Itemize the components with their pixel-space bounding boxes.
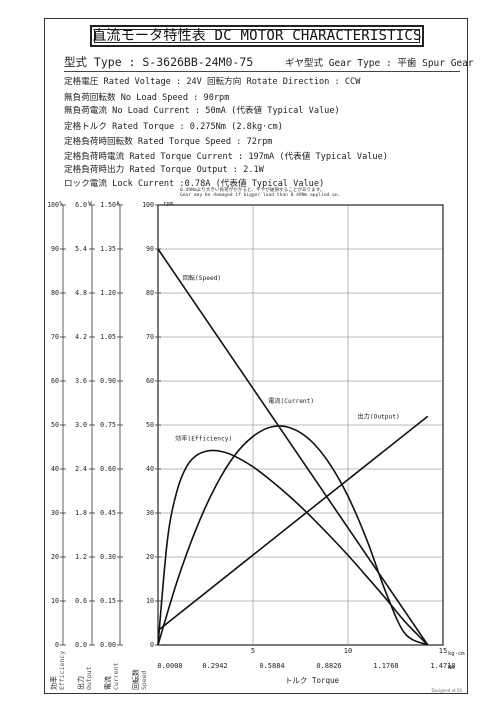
tick-label-current: 0.75 xyxy=(100,421,116,429)
x-tick-nm: 1.1768 xyxy=(373,662,398,670)
x-axis-title: トルク Torque xyxy=(285,676,340,685)
spec-no-load-current: 無負荷電流 No Load Current : 50mA (代表値 Typica… xyxy=(64,106,340,116)
tick-label-speed: 90 xyxy=(146,245,154,253)
designed-note: Designed at 50 xyxy=(431,688,462,693)
tick-label-speed: 50 xyxy=(146,421,154,429)
spec-rated-torque-speed: 定格負荷時回転数 Rated Torque Speed : 72rpm xyxy=(64,137,273,147)
tick-label-current: 0.00 xyxy=(100,641,116,649)
tick-label-output: 0.6 xyxy=(75,597,87,605)
tick-label-output: 3.0 xyxy=(75,421,87,429)
page-title: 直流モータ特性表 DC MOTOR CHARACTERISTICS xyxy=(90,25,424,47)
tick-label-efficiency: 80 xyxy=(51,289,59,297)
axis-unit-efficiency: % xyxy=(59,201,63,207)
x-tick-nm: 0.2942 xyxy=(202,662,227,670)
model-label: 型式 Type : S-3626BB-24M0-75 xyxy=(64,55,254,69)
x-tick-nm: 0.8826 xyxy=(316,662,341,670)
tick-label-efficiency: 100 xyxy=(47,201,59,209)
tick-label-speed: 20 xyxy=(146,553,154,561)
tick-label-output: 1.2 xyxy=(75,553,87,561)
gear-warning-en: Gear may be damaged if bigger load than … xyxy=(180,193,341,198)
tick-label-efficiency: 20 xyxy=(51,553,59,561)
tick-label-output: 6.0 xyxy=(75,201,87,209)
axis-title-en-output: Output xyxy=(85,666,93,690)
x-unit-kgcm: kg·cm xyxy=(448,651,465,657)
tick-label-current: 0.15 xyxy=(100,597,116,605)
tick-label-current: 0.45 xyxy=(100,509,116,517)
series-label: 電流(Current) xyxy=(268,397,314,405)
tick-label-speed: 70 xyxy=(146,333,154,341)
tick-label-output: 1.8 xyxy=(75,509,87,517)
x-tick-kgcm: 10 xyxy=(344,647,352,655)
tick-label-speed: 30 xyxy=(146,509,154,517)
tick-label-output: 0.0 xyxy=(75,641,87,649)
x-tick-kgcm: 5 xyxy=(251,647,255,655)
axis-title-en-current: Current xyxy=(112,663,120,690)
series-line xyxy=(157,248,429,646)
tick-label-current: 0.60 xyxy=(100,465,116,473)
tick-label-speed: 60 xyxy=(146,377,154,385)
tick-label-output: 2.4 xyxy=(75,465,87,473)
x-tick-kgcm: 15 xyxy=(439,647,447,655)
spec-rated-torque-current: 定格負荷時電流 Rated Torque Current : 197mA (代表… xyxy=(64,152,388,162)
x-unit-nm: Nm xyxy=(448,665,455,671)
axis-title-efficiency: 効率 xyxy=(49,676,58,690)
gear-warning-jp: 0.49Nmより大きい負荷がかかると、ギヤが破損することがあります。 xyxy=(180,188,325,193)
datasheet-frame xyxy=(44,18,468,694)
spec-rated-voltage: 定格電圧 Rated Voltage : 24V 回転方向 Rotate Dir… xyxy=(64,77,361,87)
axis-title-output: 出力 xyxy=(76,676,85,690)
axis-title-speed: 回転数 xyxy=(131,669,140,690)
tick-label-output: 4.8 xyxy=(75,289,87,297)
tick-label-speed: 40 xyxy=(146,465,154,473)
tick-label-current: 1.20 xyxy=(100,289,116,297)
tick-label-output: 3.6 xyxy=(75,377,87,385)
series-line xyxy=(157,415,429,632)
gear-type-label: ギヤ型式 Gear Type : 平歯 Spur Gear xyxy=(285,58,474,69)
model-row: 型式 Type : S-3626BB-24M0-75 ギヤ型式 Gear Typ… xyxy=(64,54,474,72)
spec-lock-current: ロック電流 Lock Current :0.78A (代表値 Typical V… xyxy=(64,179,325,189)
series-label: 回転(Speed) xyxy=(183,274,221,282)
tick-label-speed: 100 xyxy=(142,201,154,209)
tick-label-efficiency: 90 xyxy=(51,245,59,253)
tick-label-speed: 80 xyxy=(146,289,154,297)
x-tick-nm: 1.4710 xyxy=(430,662,455,670)
axis-unit-output: W xyxy=(88,201,92,207)
axis-title-en-efficiency: Efficiency xyxy=(58,651,66,690)
tick-label-current: 1.50 xyxy=(100,201,116,209)
tick-label-current: 1.05 xyxy=(100,333,116,341)
tick-label-output: 5.4 xyxy=(75,245,87,253)
tick-label-output: 4.2 xyxy=(75,333,87,341)
tick-label-efficiency: 60 xyxy=(51,377,59,385)
axis-title-en-speed: Speed xyxy=(140,670,148,690)
tick-label-current: 0.30 xyxy=(100,553,116,561)
tick-label-current: 0.90 xyxy=(100,377,116,385)
tick-label-efficiency: 30 xyxy=(51,509,59,517)
tick-label-efficiency: 70 xyxy=(51,333,59,341)
tick-label-speed: 0 xyxy=(150,641,154,649)
x-tick-nm: 0.5884 xyxy=(259,662,284,670)
tick-label-efficiency: 0 xyxy=(55,641,59,649)
series-line xyxy=(157,425,429,646)
tick-label-current: 1.35 xyxy=(100,245,116,253)
spec-rated-torque-output: 定格負荷時出力 Rated Torque Output : 2.1W xyxy=(64,165,264,175)
series-line xyxy=(157,449,429,646)
tick-label-speed: 10 xyxy=(146,597,154,605)
x-tick-nm: 0.0000 xyxy=(157,662,182,670)
spec-no-load-speed: 無負荷回転数 No Load Speed : 90rpm xyxy=(64,93,230,103)
axis-unit-current: A xyxy=(116,201,120,207)
tick-label-efficiency: 10 xyxy=(51,597,59,605)
tick-label-efficiency: 50 xyxy=(51,421,59,429)
series-label: 効率(Efficiency) xyxy=(175,434,232,442)
tick-label-efficiency: 40 xyxy=(51,465,59,473)
axis-title-current: 電流 xyxy=(103,676,112,690)
axis-unit-speed: rpm xyxy=(163,201,174,207)
series-label: 出力(Output) xyxy=(358,412,400,420)
spec-rated-torque: 定格トルク Rated Torque : 0.275Nm (2.8kg·cm) xyxy=(64,122,283,132)
